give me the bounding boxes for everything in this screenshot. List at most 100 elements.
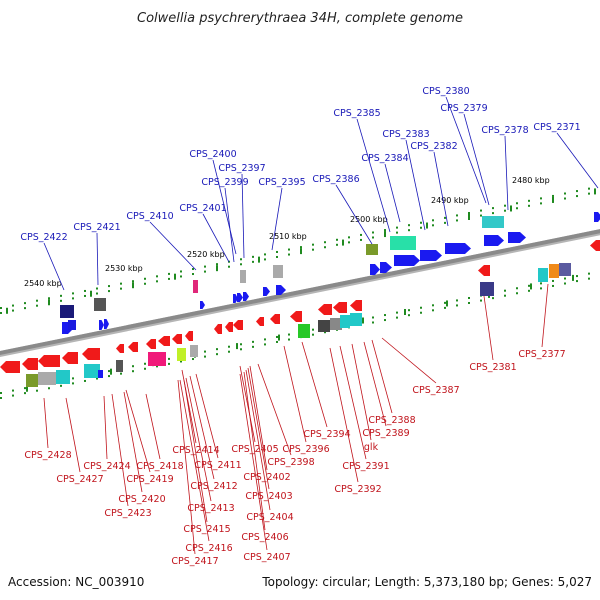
misc-feature	[273, 265, 283, 278]
tick-dot	[588, 277, 590, 280]
tick-dot	[456, 219, 458, 222]
tick-dot	[240, 348, 242, 351]
tick-dot	[324, 331, 326, 334]
reverse-gene	[333, 302, 347, 313]
leader-b2381	[483, 295, 494, 361]
tick-mark	[594, 188, 596, 195]
misc-feature	[480, 282, 494, 296]
reverse-gene	[146, 339, 156, 349]
tick-dot	[588, 187, 590, 190]
gene-label-b2388: CPS_2388	[368, 415, 415, 426]
tick-dot	[288, 253, 290, 256]
kbp-label-k2540: 2540 kbp	[24, 279, 62, 288]
reverse-gene	[172, 334, 182, 344]
tick-dot	[336, 243, 338, 246]
tick-dot	[0, 307, 2, 309]
tick-dot	[228, 345, 230, 348]
misc-feature	[26, 374, 38, 387]
tick-dot	[312, 333, 314, 336]
gene-label-t2382: CPS_2382	[410, 141, 457, 152]
misc-feature	[298, 324, 310, 338]
kbp-label-k2500: 2500 kbp	[350, 215, 388, 224]
tick-dot	[132, 365, 134, 368]
leader-t2384	[384, 163, 401, 223]
forward-gene	[243, 292, 249, 301]
tick-dot	[312, 328, 314, 331]
misc-feature	[68, 320, 76, 330]
tick-dot	[552, 279, 554, 282]
tick-dot	[324, 246, 326, 249]
gene-label-t2399: CPS_2399	[201, 177, 248, 188]
tick-dot	[540, 282, 542, 285]
leader-b2423	[111, 393, 129, 507]
tick-dot	[504, 209, 506, 212]
tick-dot	[576, 190, 578, 193]
tick-dot	[540, 287, 542, 290]
gene-label-b2398: CPS_2398	[267, 457, 314, 468]
tick-dot	[408, 309, 410, 312]
tick-dot	[444, 306, 446, 309]
tick-dot	[216, 353, 218, 356]
tick-mark	[258, 256, 260, 263]
tick-dot	[12, 389, 14, 392]
tick-dot	[84, 294, 86, 297]
reverse-gene	[62, 352, 78, 364]
tick-dot	[468, 296, 470, 299]
tick-dot	[504, 289, 506, 292]
tick-dot	[576, 280, 578, 283]
tick-dot	[516, 287, 518, 290]
forward-gene	[233, 294, 238, 303]
tick-dot	[252, 260, 254, 263]
gene-label-b2406: CPS_2406	[241, 532, 288, 543]
tick-mark	[552, 196, 554, 203]
tick-mark	[362, 317, 364, 324]
tick-dot	[96, 377, 98, 380]
tick-dot	[0, 312, 2, 314]
gene-label-t2379: CPS_2379	[440, 103, 487, 114]
tick-dot	[204, 270, 206, 273]
map-title: Colwellia psychrerythraea 34H, complete …	[137, 11, 463, 26]
tick-dot	[372, 316, 374, 319]
leader-t2371	[556, 132, 599, 189]
tick-dot	[156, 365, 158, 368]
gene-label-t2380: CPS_2380	[422, 86, 469, 97]
tick-dot	[276, 335, 278, 338]
tick-dot	[36, 304, 38, 307]
leader-bglk	[351, 343, 372, 441]
tick-mark	[530, 283, 532, 290]
tick-dot	[408, 314, 410, 317]
leader-b2391	[339, 345, 367, 460]
tick-dot	[324, 241, 326, 244]
reverse-gene	[128, 342, 138, 352]
reverse-gene	[590, 240, 600, 251]
tick-dot	[12, 309, 14, 312]
tick-dot	[180, 275, 182, 278]
tick-dot	[372, 321, 374, 324]
tick-mark	[6, 307, 8, 314]
forward-gene	[276, 285, 286, 295]
leader-b2388	[371, 339, 393, 414]
forward-gene	[99, 320, 104, 330]
tick-mark	[572, 274, 574, 281]
misc-feature	[60, 305, 74, 318]
tick-dot	[276, 340, 278, 343]
tick-dot	[276, 250, 278, 253]
kbp-label-k2510: 2510 kbp	[269, 232, 307, 241]
gene-label-b2389: CPS_2389	[362, 428, 409, 439]
tick-dot	[24, 307, 26, 310]
tick-dot	[252, 340, 254, 343]
tick-dot	[480, 214, 482, 217]
tick-dot	[288, 338, 290, 341]
gene-label-t2378: CPS_2378	[481, 125, 528, 136]
tick-mark	[446, 300, 448, 307]
tick-dot	[192, 273, 194, 276]
tick-dot	[156, 275, 158, 278]
tick-dot	[432, 304, 434, 307]
forward-gene	[263, 287, 270, 296]
leader-b2377	[541, 283, 549, 348]
gene-label-b2428: CPS_2428	[24, 450, 71, 461]
gene-label-b2377: CPS_2377	[518, 349, 565, 360]
tick-dot	[108, 375, 110, 378]
misc-feature	[190, 345, 198, 357]
reverse-gene	[225, 322, 233, 332]
